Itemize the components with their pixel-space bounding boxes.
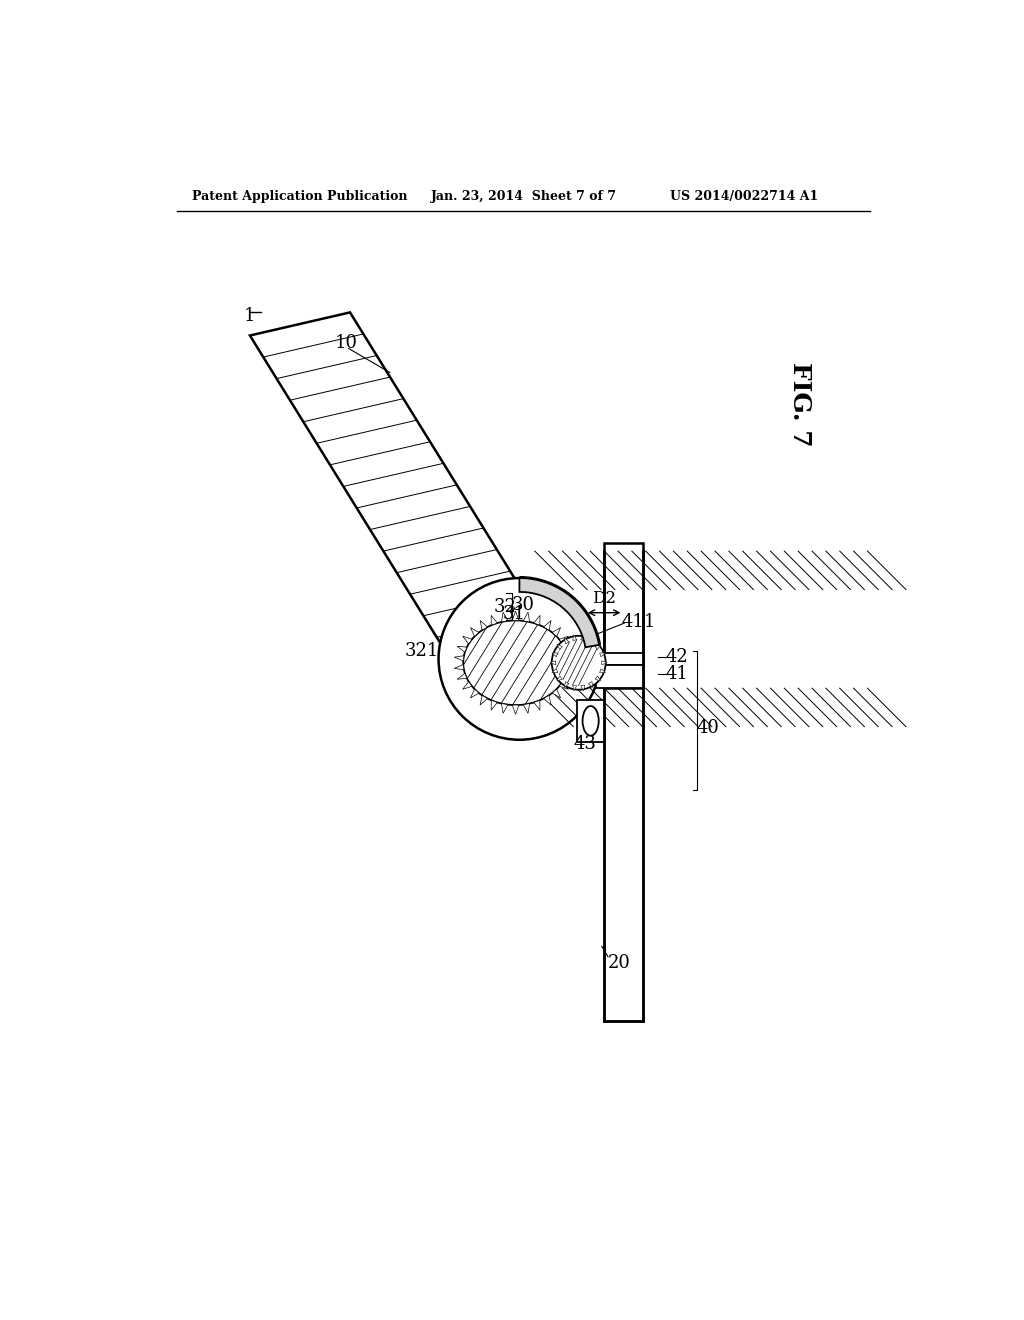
Circle shape	[552, 636, 605, 689]
Polygon shape	[550, 661, 556, 665]
Polygon shape	[457, 647, 467, 652]
Text: 41: 41	[666, 665, 689, 684]
Polygon shape	[595, 676, 600, 681]
Polygon shape	[470, 627, 479, 636]
Circle shape	[438, 578, 600, 739]
Bar	[604, 544, 643, 688]
Polygon shape	[595, 644, 600, 649]
Text: Patent Application Publication: Patent Application Publication	[193, 190, 408, 203]
Polygon shape	[534, 615, 540, 626]
Polygon shape	[581, 685, 585, 690]
Polygon shape	[600, 669, 605, 672]
Polygon shape	[455, 664, 464, 669]
Text: FIG. 7: FIG. 7	[788, 363, 812, 447]
Bar	[604, 544, 643, 688]
Polygon shape	[463, 636, 472, 644]
Bar	[596, 653, 643, 665]
Polygon shape	[600, 653, 605, 657]
Text: Jan. 23, 2014  Sheet 7 of 7: Jan. 23, 2014 Sheet 7 of 7	[431, 190, 616, 203]
Text: 20: 20	[608, 954, 631, 972]
Polygon shape	[512, 705, 519, 714]
Ellipse shape	[583, 706, 599, 735]
Polygon shape	[589, 638, 593, 644]
Polygon shape	[602, 661, 607, 665]
Polygon shape	[564, 681, 569, 688]
Bar	[604, 552, 643, 1020]
Text: 321: 321	[404, 643, 439, 660]
Polygon shape	[557, 676, 562, 681]
Polygon shape	[480, 620, 487, 630]
Polygon shape	[564, 647, 573, 652]
Polygon shape	[552, 689, 561, 698]
Polygon shape	[463, 681, 472, 689]
Polygon shape	[557, 644, 562, 649]
Polygon shape	[502, 612, 508, 622]
Polygon shape	[572, 685, 577, 690]
Polygon shape	[552, 627, 561, 636]
Polygon shape	[567, 656, 577, 661]
Text: 1: 1	[244, 308, 256, 325]
Polygon shape	[552, 669, 558, 672]
Bar	[596, 665, 643, 688]
Polygon shape	[544, 696, 551, 705]
Polygon shape	[523, 704, 529, 713]
Polygon shape	[502, 704, 508, 713]
Polygon shape	[480, 696, 487, 705]
Polygon shape	[581, 635, 585, 640]
Text: 31: 31	[503, 606, 525, 623]
Text: 10: 10	[335, 334, 357, 352]
Text: 30: 30	[512, 597, 535, 614]
Polygon shape	[552, 653, 558, 657]
Polygon shape	[457, 673, 467, 680]
Polygon shape	[455, 656, 464, 661]
Ellipse shape	[463, 620, 568, 705]
Text: 42: 42	[666, 648, 688, 667]
Polygon shape	[544, 620, 551, 630]
Polygon shape	[523, 612, 529, 622]
Polygon shape	[519, 578, 599, 647]
Polygon shape	[572, 635, 577, 640]
Polygon shape	[470, 689, 479, 698]
Text: US 2014/0022714 A1: US 2014/0022714 A1	[670, 190, 818, 203]
Polygon shape	[534, 701, 540, 710]
Text: 32: 32	[495, 598, 517, 615]
Text: 411: 411	[622, 612, 656, 631]
Text: 43: 43	[573, 735, 596, 752]
Polygon shape	[567, 664, 577, 669]
Polygon shape	[512, 611, 519, 620]
Polygon shape	[564, 638, 569, 644]
Polygon shape	[559, 681, 568, 689]
Text: D2: D2	[592, 590, 616, 607]
Bar	[578, 700, 604, 742]
Polygon shape	[589, 681, 593, 688]
Polygon shape	[250, 313, 550, 659]
Polygon shape	[492, 701, 498, 710]
Polygon shape	[559, 636, 568, 644]
Bar	[604, 552, 643, 1020]
Text: 40: 40	[696, 719, 720, 737]
Polygon shape	[564, 673, 573, 680]
Polygon shape	[492, 615, 498, 626]
